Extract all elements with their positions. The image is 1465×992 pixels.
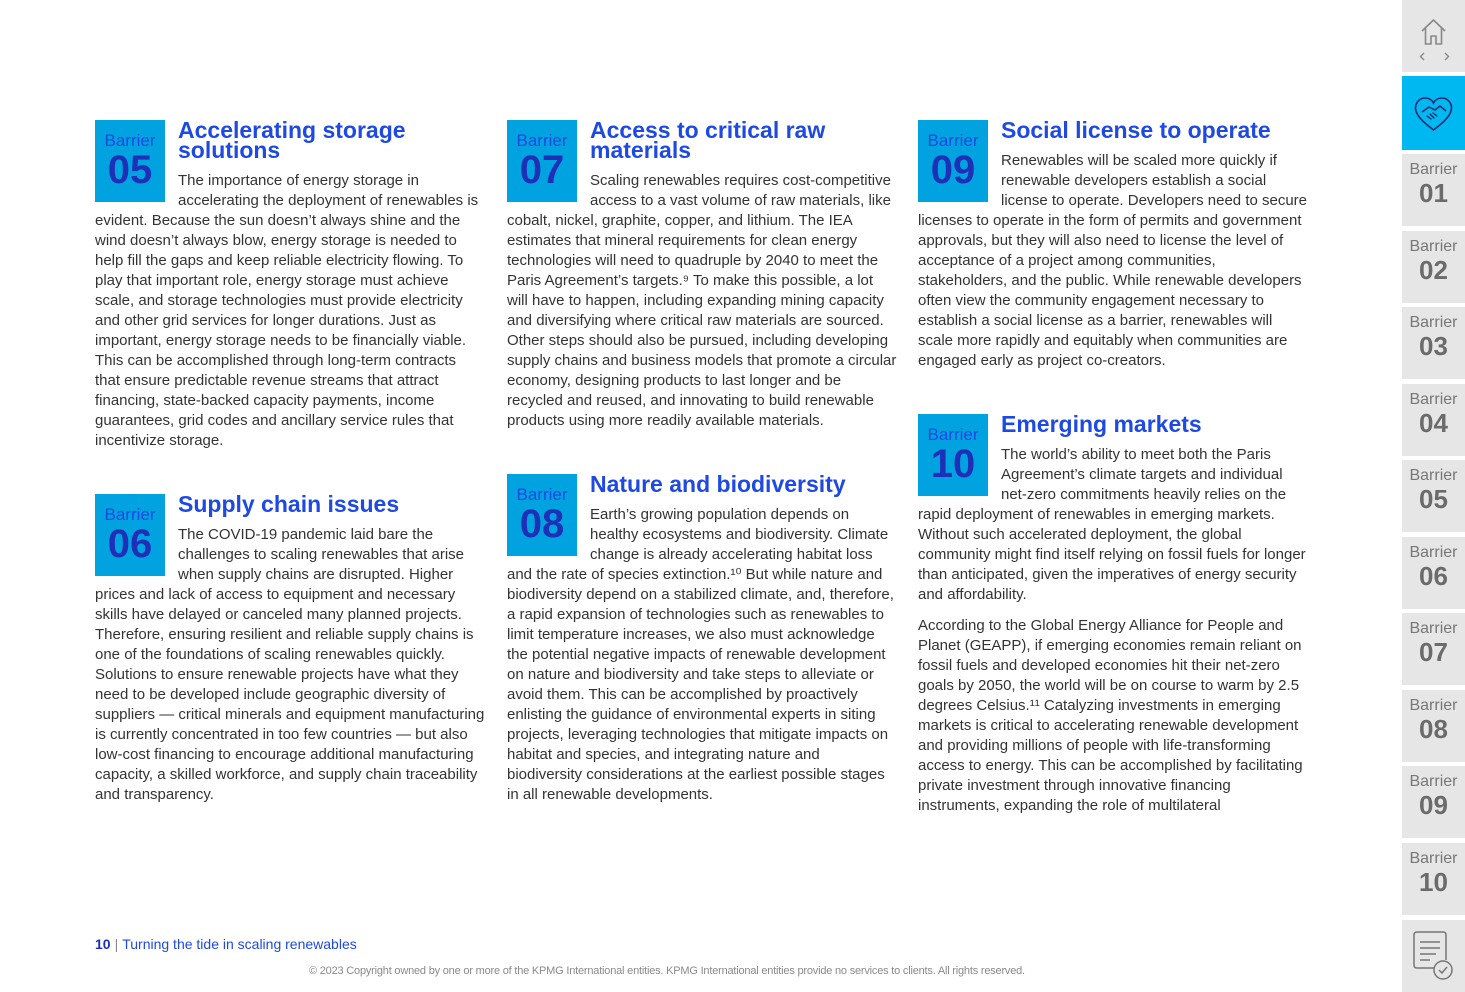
- sidebar-item-number: 07: [1419, 637, 1448, 667]
- barrier-badge: Barrier 09: [918, 120, 988, 202]
- copyright-notice: © 2023 Copyright owned by one or more of…: [309, 965, 1025, 977]
- barrier-paragraph: Earth’s growing population depends on he…: [507, 506, 894, 803]
- barrier-title: Access to critical raw materials: [590, 117, 826, 163]
- sidebar-item-label: Barrier: [1409, 773, 1458, 790]
- sidebar-item-number: 10: [1419, 866, 1448, 897]
- sidebar-item-number: 06: [1419, 560, 1448, 591]
- sidebar-item-barrier-06[interactable]: Barrier 06: [1402, 536, 1465, 609]
- sidebar-item-label: Barrier: [1409, 314, 1458, 331]
- barrier-07: Barrier 07 Access to critical raw materi…: [507, 117, 897, 431]
- barrier-paragraph: According to the Global Energy Alliance …: [918, 617, 1303, 814]
- sidebar-item-barrier-02[interactable]: Barrier 02: [1402, 230, 1465, 303]
- sidebar-item-label: Barrier: [1409, 237, 1458, 255]
- sidebar-item-label: Barrier: [1409, 696, 1458, 714]
- page-number: 10: [95, 936, 111, 952]
- barrier-paragraph: Renewables will be scaled more quickly i…: [918, 152, 1308, 369]
- checklist-icon: [1413, 931, 1453, 980]
- barrier-badge: Barrier 08: [507, 474, 577, 556]
- barrier-09: Barrier 09 Social license to operate Ren…: [918, 117, 1308, 371]
- sidebar-item-label: Barrier: [1409, 849, 1458, 867]
- chevron-right-icon[interactable]: [1444, 52, 1450, 61]
- barrier-06: Barrier 06 Supply chain issues The COVID…: [95, 491, 485, 805]
- barrier-badge-label: Barrier: [927, 425, 979, 444]
- sidebar-item-label: Barrier: [1409, 620, 1458, 637]
- barrier-title: Accelerating storage solutions: [178, 117, 406, 163]
- handshake-icon: [1414, 97, 1453, 132]
- sidebar-item-barrier-07[interactable]: Barrier 07: [1402, 613, 1465, 685]
- sidebar-item-barrier-08[interactable]: Barrier 08: [1402, 689, 1465, 762]
- barrier-badge-label: Barrier: [516, 131, 568, 150]
- barrier-paragraph: The world’s ability to meet both the Par…: [918, 446, 1306, 603]
- sidebar-item-number: 05: [1419, 484, 1448, 514]
- barrier-badge-number: 05: [107, 148, 153, 192]
- document-title[interactable]: Turning the tide in scaling renewables: [122, 936, 357, 952]
- sidebar-item-number: 08: [1419, 713, 1448, 744]
- barrier-badge-label: Barrier: [104, 505, 156, 524]
- barrier-badge-number: 08: [519, 502, 565, 546]
- sidebar-item-number: 09: [1419, 790, 1448, 820]
- sidebar-item-number: 03: [1419, 331, 1448, 361]
- checklist-nav-button[interactable]: [1402, 920, 1465, 992]
- sidebar-item-number: 02: [1419, 254, 1448, 285]
- barrier-badge-number: 09: [930, 148, 976, 192]
- barrier-title: Social license to operate: [1001, 117, 1271, 143]
- sidebar-item-barrier-04[interactable]: Barrier 04: [1402, 383, 1465, 456]
- barrier-title: Supply chain issues: [178, 491, 400, 517]
- sidebar-item-label: Barrier: [1409, 390, 1458, 408]
- barrier-08: Barrier 08 Nature and biodiversity Earth…: [507, 471, 897, 805]
- sidebar-item-barrier-10[interactable]: Barrier 10: [1402, 842, 1465, 915]
- barrier-badge-number: 06: [107, 522, 153, 566]
- barrier-nav-sidebar: Barrier 01 Barrier 02 Barrier 03 Barrier 04 …: [1402, 0, 1465, 992]
- barrier-paragraph: The importance of energy storage in acce…: [95, 172, 479, 449]
- barrier-badge-label: Barrier: [104, 131, 156, 150]
- barrier-badge: Barrier 10: [918, 414, 988, 496]
- barrier-paragraph: Scaling renewables requires cost-competi…: [507, 172, 897, 429]
- chevron-left-icon[interactable]: [1419, 52, 1425, 61]
- barrier-badge-number: 07: [519, 148, 565, 192]
- column-1: Barrier 05 Accelerating storage solution…: [95, 118, 485, 816]
- home-icon: [1419, 19, 1450, 61]
- sidebar-item-number: 01: [1419, 178, 1448, 208]
- barrier-badge: Barrier 07: [507, 120, 577, 202]
- barrier-title: Nature and biodiversity: [590, 471, 846, 497]
- barrier-badge-number: 10: [930, 442, 976, 486]
- sidebar-item-barrier-09[interactable]: Barrier 09: [1402, 766, 1465, 838]
- sidebar-item-label: Barrier: [1409, 161, 1458, 178]
- sidebar-item-number: 04: [1419, 407, 1448, 438]
- barrier-badge-label: Barrier: [927, 131, 979, 150]
- sidebar-item-label: Barrier: [1409, 467, 1458, 484]
- overview-nav-button[interactable]: [1402, 76, 1465, 150]
- barrier-badge-label: Barrier: [516, 485, 568, 504]
- barrier-10: Barrier 10 Emerging markets The world’s …: [918, 411, 1308, 816]
- barrier-badge: Barrier 06: [95, 494, 165, 576]
- barrier-05: Barrier 05 Accelerating storage solution…: [95, 117, 485, 451]
- sidebar-item-barrier-01[interactable]: Barrier 01: [1402, 154, 1465, 226]
- sidebar-item-barrier-03[interactable]: Barrier 03: [1402, 307, 1465, 379]
- footer-separator: |: [114, 936, 119, 952]
- column-2: Barrier 07 Access to critical raw materi…: [507, 118, 897, 816]
- sidebar-item-barrier-05[interactable]: Barrier 05: [1402, 460, 1465, 532]
- page-footer: 10 | Turning the tide in scaling renewable…: [95, 936, 357, 952]
- home-nav-button[interactable]: [1402, 0, 1465, 72]
- barrier-badge: Barrier 05: [95, 120, 165, 202]
- barrier-paragraph: The COVID-19 pandemic laid bare the chal…: [95, 526, 485, 803]
- sidebar-item-label: Barrier: [1409, 543, 1458, 561]
- column-3: Barrier 09 Social license to operate Ren…: [918, 118, 1308, 827]
- barrier-title: Emerging markets: [1001, 411, 1202, 437]
